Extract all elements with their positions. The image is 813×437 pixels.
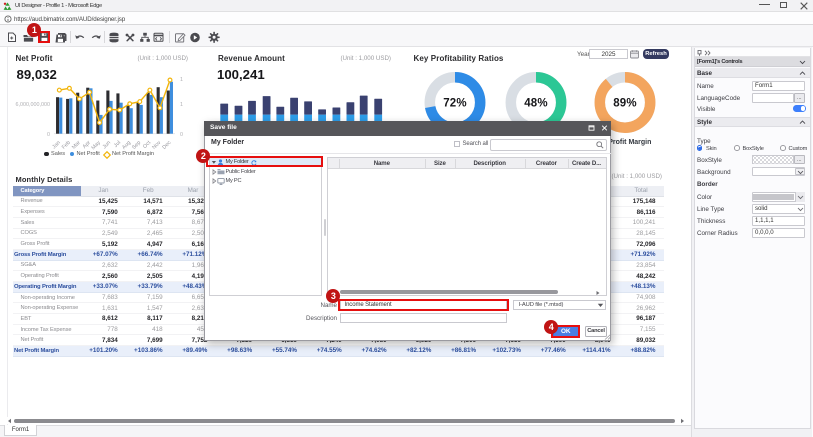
svg-text:1: 1: [180, 77, 183, 83]
svg-text:6,000,000,000: 6,000,000,000: [16, 102, 50, 108]
svg-text:Nov: Nov: [151, 140, 162, 151]
svg-text:0: 0: [180, 132, 183, 138]
svg-text:48%: 48%: [524, 98, 548, 110]
svg-text:Jan: Jan: [51, 140, 61, 150]
svg-text:Feb: Feb: [61, 140, 72, 151]
svg-text:Apr: Apr: [82, 140, 92, 150]
svg-text:0: 0: [47, 132, 50, 138]
svg-text:Jun: Jun: [102, 140, 112, 150]
svg-text:89%: 89%: [613, 98, 637, 110]
svg-text:Jul: Jul: [113, 140, 122, 149]
svg-text:Aug: Aug: [121, 140, 132, 151]
svg-text:1: 1: [180, 102, 183, 108]
svg-text:Mar: Mar: [71, 140, 82, 151]
svg-text:72%: 72%: [443, 98, 467, 110]
svg-text:May: May: [91, 140, 103, 152]
svg-text:Oct: Oct: [142, 140, 153, 151]
svg-text:Sep: Sep: [131, 140, 142, 151]
svg-text:Dec: Dec: [161, 140, 172, 151]
